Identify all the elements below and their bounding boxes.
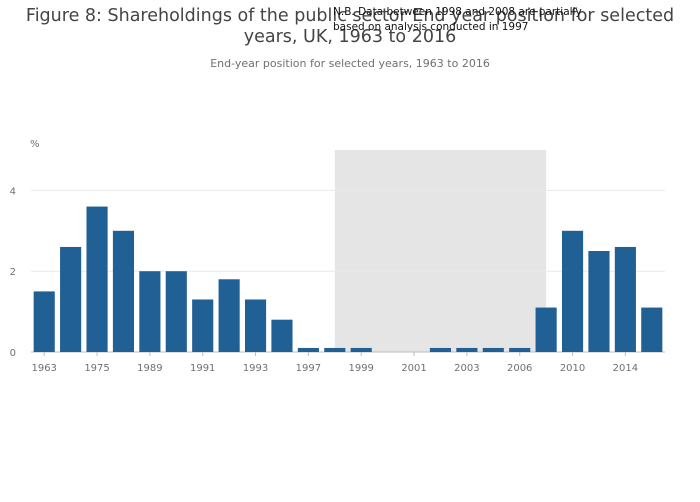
chart-title-line-2: years, UK, 1963 to 2016 [243,27,457,47]
chart-subtitle: End-year position for selected years, 19… [210,57,490,70]
shaded-region-layer [334,150,547,352]
x-tick-labels: 1963 1975 1989 1991 1993 1997 1999 2001 2003 2006… [31,352,638,374]
y-tick-label: 2 [10,267,16,278]
bars [33,206,663,352]
bar [271,319,293,352]
bar [429,347,452,352]
bar [218,279,240,352]
bar [588,251,610,352]
bar [244,299,267,352]
annotation-line-2: based on analysis conducted in 1997 [333,21,529,33]
bar [350,347,372,352]
x-tick-label: 2006 [507,363,532,374]
chart-title-line-1: Figure 8: Shareholdings of the public se… [25,6,675,26]
bar [86,206,108,352]
x-tick-label: 1999 [348,363,373,374]
x-tick-label: 2001 [401,363,426,374]
bar [112,230,135,352]
bar [535,307,557,352]
x-tick-label: 2003 [454,363,479,374]
bar [482,347,504,352]
x-tick-label: 1975 [84,363,109,374]
gridlines [31,189,665,353]
bar [192,299,214,352]
bar [297,347,319,352]
bar [456,347,478,352]
x-tick-label: 2014 [613,363,638,374]
bar [614,246,636,352]
x-tick-label: 1989 [137,363,162,374]
x-tick-label: 1991 [190,363,215,374]
y-axis-label: % [30,139,40,150]
chart-title: Figure 8: Shareholdings of the public se… [0,6,700,48]
bar [561,230,584,352]
bar [509,347,531,352]
bar [324,347,346,352]
x-tick-label: 1993 [243,363,268,374]
x-tick-label: 1963 [31,363,56,374]
chart-annotation: N.B. Data between 1998 and 2008 are part… [333,5,623,35]
x-tick-label: 1997 [296,363,321,374]
annotation-line-1: N.B. Data between 1998 and 2008 are part… [333,6,582,18]
bar [139,271,161,352]
bar [33,291,55,352]
x-tick-label: 2010 [560,363,585,374]
y-tick-label: 4 [10,186,16,197]
y-tick-label: 0 [10,348,16,359]
y-tick-labels: 0 2 4 [10,186,16,359]
bar [641,307,663,352]
bar [60,246,82,352]
shaded-region [334,150,547,352]
bar [165,271,187,352]
